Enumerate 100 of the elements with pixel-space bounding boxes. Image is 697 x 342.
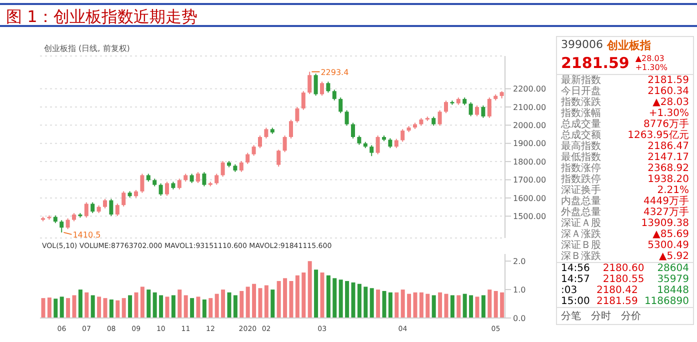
text: 2368.92 [648, 163, 689, 174]
bar [400, 290, 405, 318]
text: +1.30% [648, 108, 689, 119]
candlestick [84, 202, 88, 218]
candlestick [115, 203, 120, 216]
bar [332, 278, 337, 318]
bar [134, 292, 138, 318]
bar [481, 295, 486, 318]
bar [270, 290, 275, 318]
bar [376, 290, 380, 318]
annotation: 1410.5 [72, 230, 101, 240]
candlestick [140, 173, 144, 194]
candlestick [252, 144, 256, 156]
bar [283, 278, 288, 318]
candlestick [468, 102, 473, 117]
text: 5300.49 [648, 240, 689, 251]
candlestick [444, 100, 448, 114]
y-tick-label: 2000.00 [513, 121, 546, 130]
bar [500, 292, 504, 318]
bar [246, 286, 250, 318]
text: 今日开盘 [561, 86, 601, 97]
bar [276, 281, 281, 318]
text: 分笔 [561, 310, 581, 323]
bar [128, 295, 132, 318]
bar [152, 292, 157, 318]
y-tick-label: 2100.00 [513, 102, 546, 112]
text: 4449万手 [644, 196, 689, 207]
bar [320, 272, 324, 318]
text: 创业板指 [607, 38, 651, 53]
candlestick [90, 202, 95, 214]
bar [84, 292, 89, 318]
candlestick [388, 138, 392, 149]
bar [252, 284, 256, 318]
candlestick [177, 178, 182, 190]
y-tick-label: 1600.00 [513, 194, 546, 203]
candlestick [332, 89, 336, 101]
bar [140, 286, 144, 318]
text: 8776万手 [644, 119, 689, 130]
text: +1.30% [635, 63, 668, 72]
chart-title: 图 1：创业板指数近期走势 [0, 3, 697, 27]
candlestick [109, 198, 114, 216]
bar [240, 290, 244, 318]
candlestick [103, 198, 107, 209]
bar [488, 290, 492, 318]
text: 1938.20 [648, 174, 689, 185]
bar [202, 300, 206, 318]
bar [109, 300, 114, 318]
candlestick [158, 182, 163, 196]
text: 深证换手 [561, 185, 601, 196]
bar [438, 292, 442, 318]
bar [221, 290, 226, 318]
candlestick [357, 135, 362, 146]
bar [78, 290, 82, 318]
bar [72, 295, 76, 318]
bar [289, 281, 294, 318]
bar [103, 298, 108, 318]
bar [394, 292, 399, 318]
bar [456, 295, 461, 318]
text: 最低指数 [561, 152, 601, 163]
bar [450, 295, 454, 318]
text: 2181.59 [648, 75, 689, 86]
bar [41, 298, 46, 318]
candlestick [220, 160, 225, 178]
y-tick-label: 1900.00 [513, 139, 546, 148]
candlestick [258, 135, 262, 149]
bar [370, 288, 374, 318]
candlestick [246, 152, 250, 164]
y-tick-label: 0.0 [513, 314, 526, 323]
bar [426, 294, 430, 318]
text: 1263.95亿元 [628, 130, 689, 141]
text: 分时 [591, 310, 611, 323]
candlestick [295, 106, 300, 124]
candlestick [190, 173, 194, 184]
text: 指数涨跌 [561, 97, 601, 108]
bar [462, 294, 467, 318]
bar [97, 296, 102, 318]
candlestick [432, 116, 436, 126]
text: 1186890 [644, 296, 689, 307]
text: 35979 [657, 274, 689, 285]
text: 深Ａ涨跌 [561, 229, 601, 240]
text: 深Ｂ涨跌 [561, 251, 601, 262]
bar [419, 292, 424, 318]
y-tick-label: 2.0 [513, 256, 526, 266]
text: 2147.17 [648, 152, 689, 163]
annotation: 2293.4 [320, 68, 349, 77]
bar [122, 298, 126, 318]
text: 指数涨幅 [561, 108, 601, 119]
y-tick-label: 1500.00 [513, 212, 546, 221]
text: 15:00 [561, 296, 590, 307]
text: 深证Ｂ股 [561, 240, 601, 251]
bar [233, 295, 238, 318]
text: 399006 [561, 38, 603, 53]
text: 2181.59 [596, 296, 638, 307]
bar [351, 282, 356, 318]
candlestick [122, 190, 126, 208]
candlestick [289, 119, 293, 139]
y-tick-label: 1800.00 [513, 157, 546, 166]
bar [90, 295, 95, 318]
candlestick [66, 218, 70, 230]
candlestick [344, 110, 349, 126]
